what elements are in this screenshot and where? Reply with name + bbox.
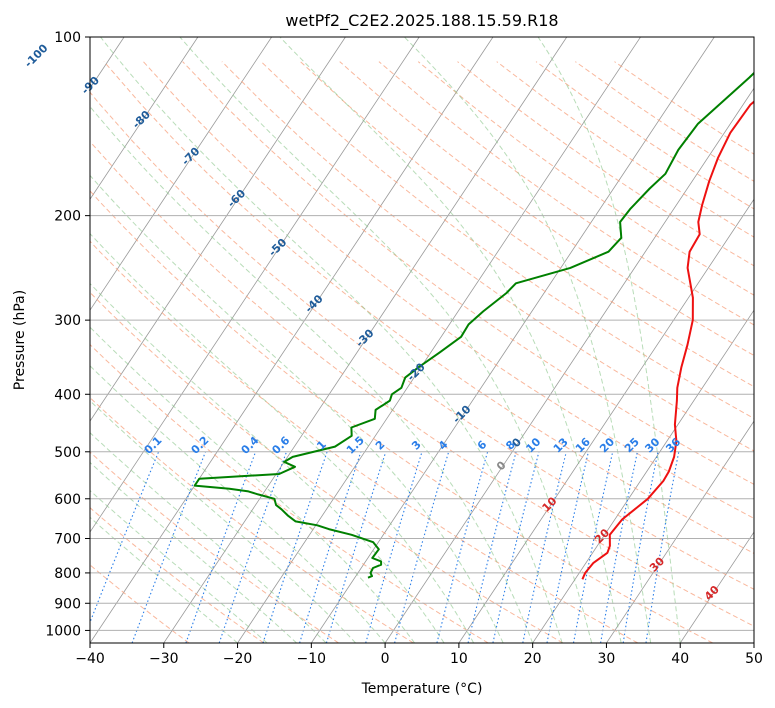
dry-adiabat — [90, 396, 414, 643]
isotherm-line — [606, 420, 754, 643]
isotherm-line — [458, 198, 754, 643]
x-tick-label: 50 — [745, 651, 763, 667]
mixing-ratio-line — [299, 451, 362, 643]
mixing-ratio-line — [262, 451, 328, 643]
mixing-ratio-line — [436, 451, 489, 643]
isotherm-line — [90, 37, 199, 200]
gridlines — [90, 37, 754, 631]
x-tick-label: −40 — [75, 651, 105, 667]
x-tick-label: 0 — [381, 651, 390, 667]
x-tick-label: −20 — [223, 651, 253, 667]
moist-adiabat — [404, 37, 652, 643]
y-ticks: 100 200 300 400 500 600 700 800 900 1000 — [45, 30, 90, 639]
isotherm-line — [90, 37, 346, 422]
x-tick-label: 40 — [671, 651, 689, 667]
moist-adiabat — [90, 232, 475, 643]
mixing-ratio-line — [394, 451, 450, 643]
moist-adiabat — [179, 37, 593, 643]
x-tick-label: 10 — [450, 651, 468, 667]
y-tick-label: 800 — [54, 566, 81, 582]
isotherm-line — [237, 37, 641, 643]
dry-adiabat — [90, 190, 713, 643]
dry-adiabat — [90, 343, 489, 643]
mixing-ratio-line — [522, 451, 567, 643]
x-tick-label: −10 — [297, 651, 327, 667]
dry-adiabat — [90, 91, 754, 590]
moist-adiabat — [90, 282, 445, 643]
dry-adiabat — [90, 564, 190, 643]
mixing-ratio-line — [131, 451, 207, 643]
x-tick-label: 30 — [598, 651, 616, 667]
y-axis-label: Pressure (hPa) — [12, 290, 28, 390]
moist-adiabat — [90, 432, 327, 643]
mixing-ratio-line — [467, 451, 517, 643]
chart-title: wetPf2_C2E2.2025.188.15.59.R18 — [285, 11, 558, 31]
dry-adiabat — [260, 61, 754, 419]
temperature-line — [581, 100, 754, 580]
moist-adiabat — [537, 37, 681, 643]
moist-adiabat — [90, 400, 356, 643]
mixing-ratio-line — [492, 451, 540, 643]
y-tick-label: 200 — [54, 209, 81, 225]
mixing-ratio-line — [546, 451, 589, 643]
moist-adiabat — [100, 37, 563, 643]
mixing-ratio-line — [90, 451, 160, 624]
y-tick-label: 300 — [54, 313, 81, 329]
plot-frame — [89, 36, 755, 644]
dewpoint-line — [193, 71, 754, 579]
dry-adiabat — [142, 61, 754, 520]
isotherm-line — [532, 309, 754, 643]
mixing-ratio-line — [185, 451, 257, 643]
y-tick-label: 1000 — [45, 623, 81, 639]
background-lines — [90, 37, 754, 643]
moist-adiabat — [90, 489, 268, 643]
moist-adiabat — [90, 365, 386, 643]
isotherm-line — [90, 37, 494, 643]
y-tick-label: 400 — [54, 387, 81, 403]
y-tick-label: 900 — [54, 596, 81, 612]
mixing-ratio-line — [365, 451, 423, 643]
x-ticks: −40 −30 −20 −10 0 10 20 30 40 50 — [75, 643, 763, 667]
x-axis-label: Temperature (°C) — [361, 681, 483, 697]
plot-area — [90, 37, 754, 643]
x-tick-label: 20 — [524, 651, 542, 667]
moist-adiabat — [90, 105, 534, 643]
moist-adiabat — [90, 174, 504, 643]
moist-adiabat — [90, 461, 297, 643]
dry-adiabat — [90, 140, 754, 627]
y-tick-label: 600 — [54, 492, 81, 508]
y-tick-label: 500 — [54, 445, 81, 461]
y-tick-label: 100 — [54, 30, 81, 46]
isotherm-line — [384, 87, 754, 643]
dry-adiabat — [90, 451, 339, 643]
mixing-ratio-line — [218, 451, 288, 643]
y-tick-label: 700 — [54, 532, 81, 548]
isotherm-line — [679, 531, 754, 643]
isotherm-line — [90, 37, 272, 311]
dry-adiabat — [90, 291, 564, 643]
isotherm-line — [163, 37, 568, 643]
isotherm-line — [90, 37, 420, 533]
dry-adiabat — [417, 61, 754, 296]
mixing-ratio-line — [325, 451, 387, 643]
moist-adiabat — [279, 37, 622, 643]
moist-adiabat — [90, 516, 238, 643]
profiles — [193, 71, 754, 580]
x-tick-label: −30 — [149, 651, 179, 667]
dry-adiabat — [300, 61, 754, 388]
dry-adiabat — [182, 61, 754, 485]
